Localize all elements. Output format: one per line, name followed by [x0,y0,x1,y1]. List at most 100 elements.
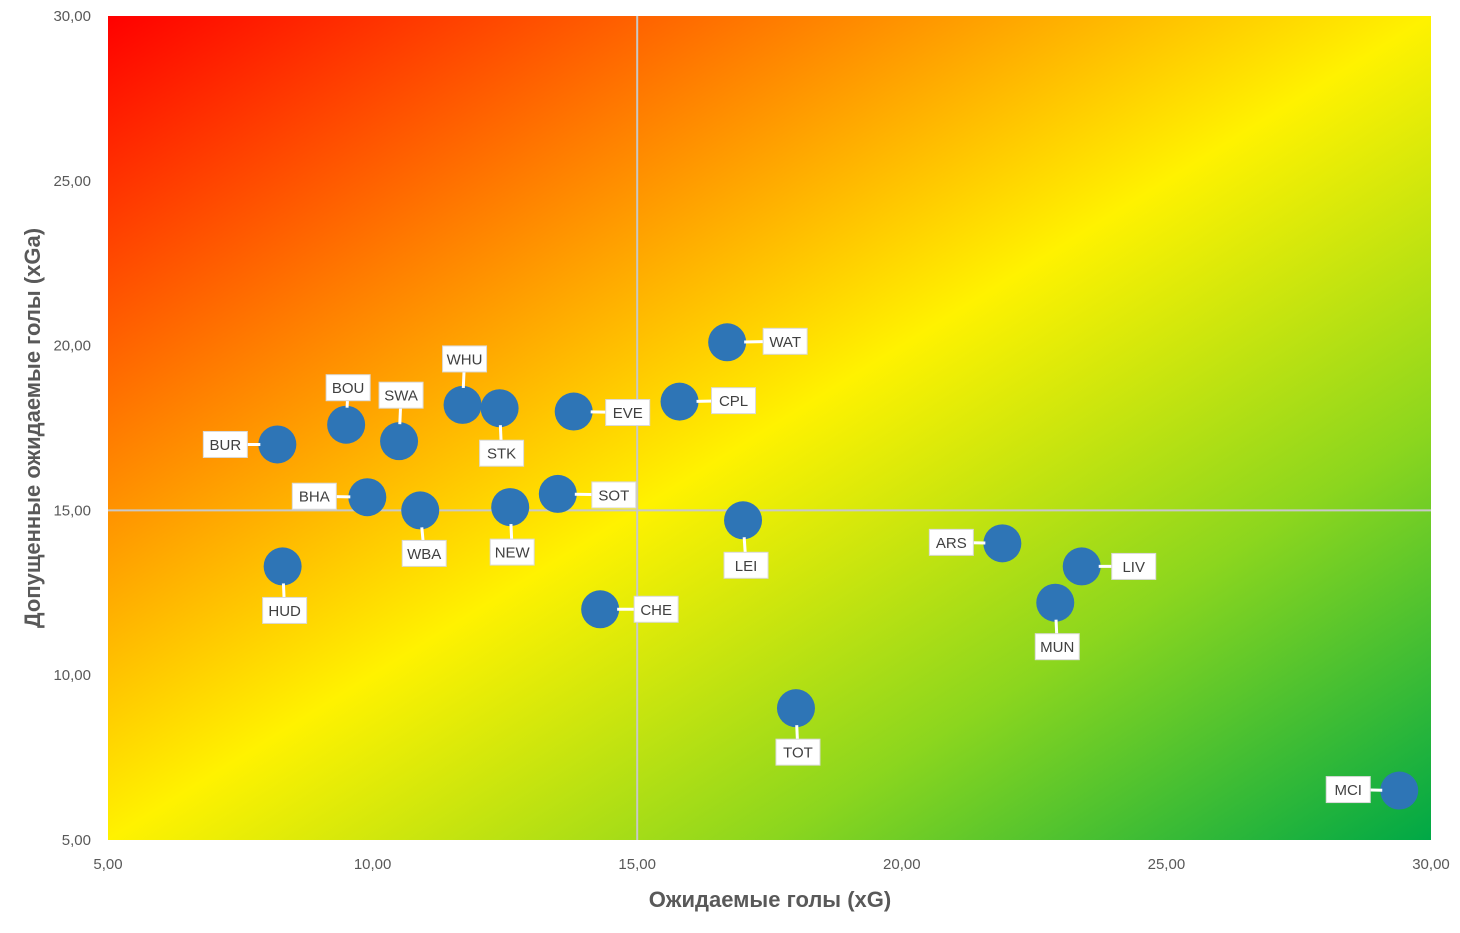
data-label-new: NEW [489,524,535,566]
data-label-bou: BOU [325,374,371,408]
data-point-tot [776,689,815,728]
data-point-wat [708,323,747,362]
data-label-text: ARS [936,535,967,552]
data-label-text: SWA [384,388,418,405]
data-label-sot: SOT [574,481,637,509]
label-box [775,738,821,766]
data-point-bou [327,405,366,444]
data-label-text: EVE [613,405,643,422]
y-tick-label: 15,00 [53,502,91,519]
data-label-text: LIV [1122,559,1145,576]
data-label-text: BUR [210,437,242,454]
label-box [1111,552,1157,580]
data-point-wba [401,491,440,530]
data-label-hud: HUD [262,583,308,624]
data-label-text: LEI [735,558,758,575]
data-point-mci [1380,771,1419,810]
data-point-eve [554,392,593,431]
label-box [489,538,535,566]
data-label-text: WBA [407,546,441,563]
data-label-text: STK [487,446,516,463]
data-label-tot: TOT [775,725,821,766]
data-point-che [581,590,620,629]
data-point-mun [1036,583,1075,622]
y-tick-label: 25,00 [53,173,91,190]
data-label-swa: SWA [378,381,424,425]
data-point-sot [538,474,577,513]
y-tick-label: 30,00 [53,8,91,25]
y-axis-title: Допущенные ожидаемые голы (xGa) [20,228,45,628]
data-label-wba: WBA [401,527,447,567]
data-label-text: WAT [769,334,801,351]
label-box [262,596,308,624]
data-point-lei [724,501,763,540]
label-box [378,381,424,409]
data-label-liv: LIV [1098,552,1157,580]
data-point-cpl [660,382,699,421]
label-box [591,481,637,509]
y-tick-label: 10,00 [53,667,91,684]
data-label-text: BHA [299,489,330,506]
data-point-whu [443,385,482,424]
data-point-stk [480,389,519,428]
plot-background [108,16,1431,840]
data-point-bha [348,478,387,517]
label-box [479,439,525,467]
data-label-text: TOT [783,745,813,762]
data-label-text: CHE [640,602,672,619]
label-box [711,387,757,415]
data-label-ars: ARS [928,528,986,556]
data-label-bur: BUR [202,430,261,458]
label-box [325,374,371,402]
label-box [1034,633,1080,661]
data-label-text: BOU [332,380,365,397]
data-label-lei: LEI [723,537,769,579]
data-label-mun: MUN [1034,619,1080,661]
data-label-text: WHU [447,351,483,368]
x-tick-label: 5,00 [93,856,122,873]
data-label-text: MUN [1040,639,1074,656]
y-tick-label: 20,00 [53,338,91,355]
x-tick-label: 25,00 [1148,856,1186,873]
data-label-text: MCI [1334,782,1362,799]
label-box [291,482,337,510]
data-label-eve: EVE [590,399,651,427]
data-label-stk: STK [479,425,525,467]
data-points [258,323,1419,810]
data-label-mci: MCI [1325,776,1383,804]
label-box [442,345,488,373]
data-label-text: HUD [268,603,301,620]
x-axis-ticks: 5,00 10,00 15,00 20,00 25,00 30,00 [93,856,1449,873]
x-tick-label: 30,00 [1412,856,1450,873]
data-point-swa [380,422,419,461]
data-label-bha: BHA [291,482,351,510]
data-labels: BUR BOU SWA WHU STK EVE CPL WAT BHA WBA NEW SOT HUD C… [202,327,1383,804]
y-tick-label: 5,00 [62,832,91,849]
data-point-liv [1062,547,1101,586]
label-box [202,430,248,458]
label-box [401,539,447,567]
data-point-hud [263,547,302,586]
data-label-che: CHE [617,595,679,623]
label-box [723,551,769,579]
label-box [762,327,808,355]
data-label-cpl: CPL [696,387,757,415]
x-tick-label: 15,00 [618,856,656,873]
data-point-bur [258,425,297,464]
data-label-text: NEW [495,545,531,562]
data-label-wat: WAT [744,327,808,355]
y-axis-ticks: 5,00 10,00 15,00 20,00 25,00 30,00 [53,8,91,849]
x-axis-title: Ожидаемые голы (xG) [649,887,891,912]
data-point-new [491,488,530,527]
label-box [633,595,679,623]
data-label-whu: WHU [442,345,488,389]
x-tick-label: 20,00 [883,856,921,873]
label-box [605,399,651,427]
label-box [928,528,974,556]
data-label-text: SOT [598,487,629,504]
data-label-text: CPL [719,393,748,410]
label-box [1325,776,1371,804]
data-point-ars [983,524,1022,563]
